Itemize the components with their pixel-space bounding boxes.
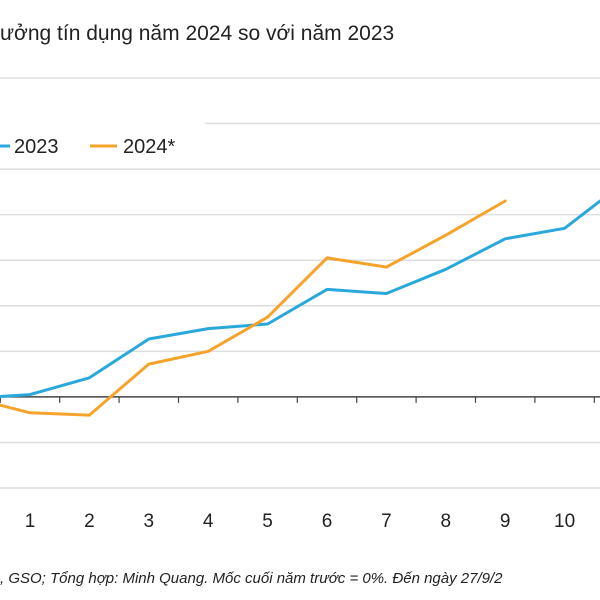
x-tick-label: 5: [262, 511, 273, 532]
series-lines: [0, 199, 600, 417]
x-tick-label: 10: [554, 511, 575, 532]
series-line-2023: [0, 199, 600, 399]
x-tick-label: 6: [322, 511, 333, 532]
x-tick-label: 4: [203, 511, 214, 532]
x-tick-label: 1: [25, 511, 36, 532]
x-tick-label: 3: [144, 511, 155, 532]
x-tick-label: 9: [500, 511, 511, 532]
gridlines: [0, 77, 600, 489]
x-tick-label: 2: [84, 511, 95, 532]
x-tick-label: 8: [441, 511, 452, 532]
legend: 2023 2024*: [0, 136, 175, 158]
x-axis-ticks: 1 2 3 4 5 6 7 8 9 10: [25, 511, 575, 532]
legend-label: 2023: [14, 136, 59, 158]
series-line-2024: [0, 199, 507, 417]
x-tick-label: 7: [381, 511, 392, 532]
chart-title: ưởng tín dụng năm 2024 so với năm 2023: [0, 22, 394, 45]
legend-label: 2024*: [123, 136, 175, 158]
source-note: , GSO; Tổng hợp: Minh Quang. Mốc cuối nă…: [0, 570, 503, 587]
